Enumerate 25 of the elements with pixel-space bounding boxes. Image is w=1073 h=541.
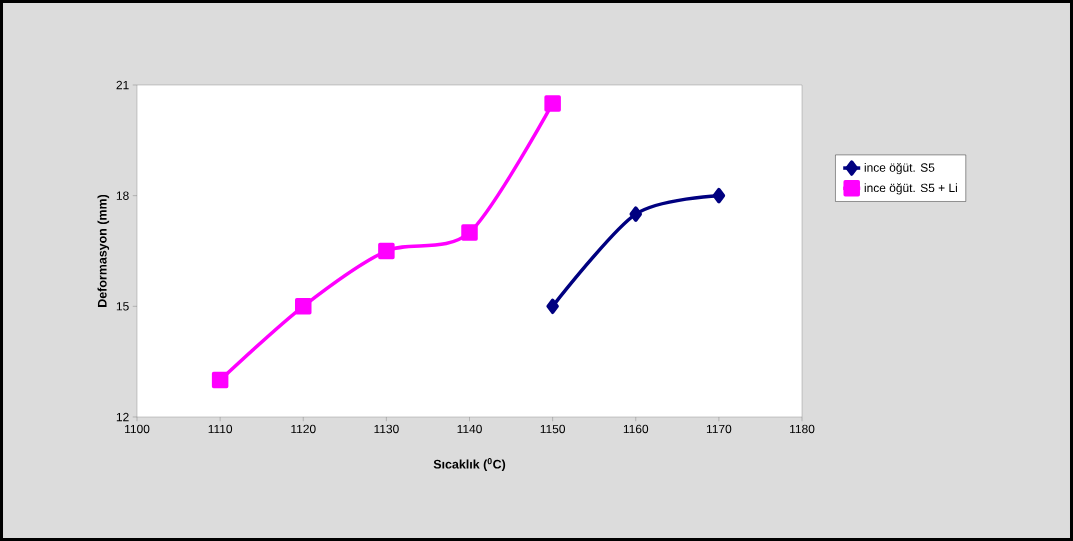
x-tick-label: 1170 [706,424,732,434]
y-tick-label: 12 [116,412,129,422]
y-tick-label: 18 [116,191,129,200]
x-tick-label: 1100 [125,424,150,434]
x-tick-label: 1130 [374,424,399,434]
point [211,371,229,389]
x-tick-label: 1150 [540,424,566,434]
point [629,206,643,222]
point [712,187,726,204]
point [544,95,561,112]
y-axis-title: Deformasyon (mm) [97,194,110,307]
point [546,298,559,315]
legend-label: ince öğüt. S5 + Li [864,183,957,195]
x-tick-label: 1160 [623,424,649,434]
x-tick-label: 1180 [790,424,815,434]
x-tick-label: 1140 [457,424,482,434]
legend-label: ince öğüt. S5 [864,162,935,175]
point [461,224,478,241]
point [378,242,395,260]
x-tick-label: 1120 [291,424,316,434]
y-tick-label: 21 [116,80,129,90]
x-axis-title: Sıcaklık ($^{0}$C) [433,458,506,472]
point [295,298,312,315]
y-tick-label: 15 [116,302,129,311]
x-tick-label: 1110 [208,424,233,434]
